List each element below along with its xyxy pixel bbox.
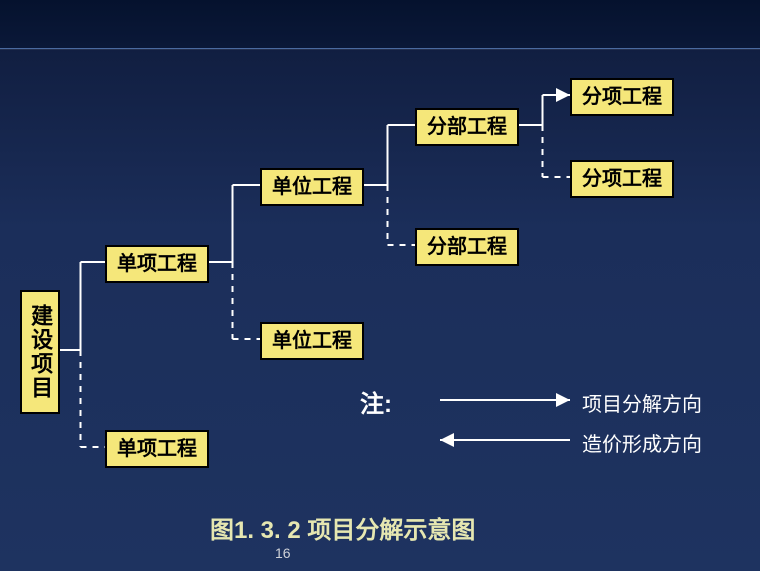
title-bar (0, 0, 760, 49)
page-number: 16 (275, 545, 291, 561)
slide: 建设项目单项工程单项工程单位工程单位工程分部工程分部工程分项工程分项工程 注: … (0, 0, 760, 571)
legend-item-cost: 造价形成方向 (582, 428, 702, 457)
node-root: 建设项目 (20, 290, 60, 414)
node-l4a: 分项工程 (570, 78, 674, 116)
legend-label: 注: (360, 384, 392, 419)
node-l1a: 单项工程 (105, 245, 209, 283)
node-l3a: 分部工程 (415, 108, 519, 146)
legend-item-decompose: 项目分解方向 (582, 388, 702, 417)
node-l3b: 分部工程 (415, 228, 519, 266)
node-l1b: 单项工程 (105, 430, 209, 468)
node-l2b: 单位工程 (260, 322, 364, 360)
node-l2a: 单位工程 (260, 168, 364, 206)
figure-caption: 图1. 3. 2 项目分解示意图 (210, 510, 475, 545)
node-l4b: 分项工程 (570, 160, 674, 198)
